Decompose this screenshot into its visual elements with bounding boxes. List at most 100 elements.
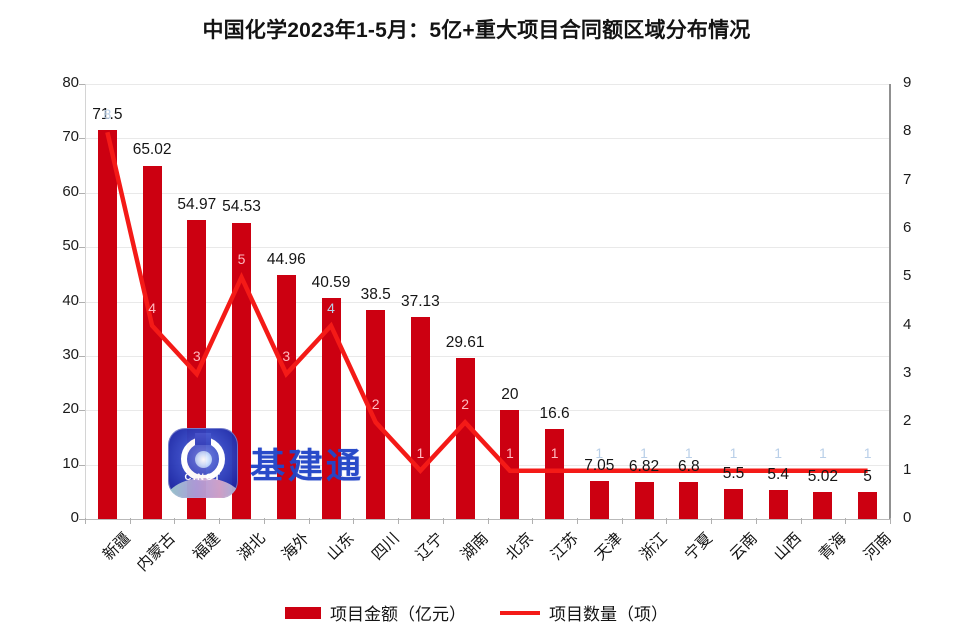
bar-value-label: 40.59 (311, 274, 351, 292)
bar-天津[interactable] (589, 480, 609, 519)
gridline (85, 355, 890, 357)
legend-line-swatch-icon (500, 610, 540, 615)
x-axis-tick-mark (353, 518, 355, 524)
legend-item-count[interactable]: 项目数量（项） (500, 600, 668, 625)
y-axis-left-tick-label: 70 (62, 128, 79, 146)
chart-title: 中国化学2023年1-5月：5亿+重大项目合同额区域分布情况 (202, 19, 751, 42)
x-axis-tick-mark (845, 518, 847, 524)
bar-山西[interactable] (768, 489, 788, 519)
x-axis-label-浙江: 浙江 (636, 529, 671, 564)
bar-河南[interactable] (858, 491, 878, 519)
line-point-label: 2 (371, 396, 380, 413)
line-point-label: 2 (461, 396, 469, 413)
y-axis-left-tick-label: 0 (70, 509, 79, 526)
x-axis-label-四川: 四川 (368, 529, 403, 564)
x-axis-tick-mark (308, 518, 310, 524)
x-axis-tick-mark (85, 518, 86, 524)
y-axis-left-tick-label: 50 (62, 237, 79, 255)
gridline (85, 301, 890, 303)
y-axis-left-tick-label: 80 (62, 74, 79, 91)
y-axis-left-tick-label: 10 (62, 454, 79, 472)
x-axis-label-宁夏: 宁夏 (681, 529, 716, 564)
x-axis-tick-mark (800, 518, 802, 524)
bar-北京[interactable] (500, 410, 520, 519)
line-point-label: 1 (863, 444, 872, 461)
bar-四川[interactable] (366, 309, 386, 519)
bar-value-label: 5 (863, 467, 872, 485)
y-axis-left-tick-mark (79, 138, 85, 140)
line-point-label: 3 (192, 348, 201, 364)
legend-label-amount: 项目金额（亿元） (330, 605, 466, 624)
y-axis-right-tick-label: 0 (903, 509, 912, 526)
gridline (85, 138, 890, 140)
bar-云南[interactable] (724, 489, 743, 519)
line-point-label: 1 (595, 444, 604, 461)
bar-浙江[interactable] (634, 481, 654, 519)
line-point-label: 1 (774, 444, 783, 461)
x-axis-tick-mark (487, 518, 489, 524)
gridline (85, 410, 890, 412)
y-axis-left-tick-label: 20 (62, 400, 79, 418)
legend-bar-swatch-icon (285, 606, 321, 619)
bar-青海[interactable] (813, 491, 833, 519)
x-axis-label-天津: 天津 (592, 529, 627, 564)
line-point-label: 1 (505, 444, 514, 461)
y-axis-left-tick-mark (79, 192, 85, 194)
bar-value-label: 5.02 (807, 467, 838, 485)
line-series-path (105, 131, 868, 475)
line-point-label: 3 (282, 348, 291, 364)
y-axis-left-tick-label: 40 (62, 291, 79, 309)
y-axis-right-tick-label: 5 (903, 267, 912, 285)
x-axis-label-江苏: 江苏 (547, 529, 582, 564)
bar-湖南[interactable] (455, 358, 475, 519)
y-axis-right-tick-label: 1 (903, 460, 912, 478)
value-labels-layer: 71.5 65.02 54.97 54.53 44.96 40.59 38.5 37.13 29… (85, 84, 890, 519)
y-axis-left-tick-mark (79, 464, 85, 466)
y-axis-right-tick-label: 9 (903, 74, 912, 91)
y-axis-left-tick-mark (79, 247, 85, 249)
y-axis-right-tick-label: 7 (903, 170, 912, 188)
y-axis-left-tick-label: 30 (62, 345, 79, 363)
bar-value-label: 16.6 (539, 404, 570, 422)
x-axis-labels: 新疆 内蒙古 福建 湖北 海外 山东 四川 辽宁 湖南 北京 江苏 天津 浙江 宁夏 云南 山西 青海 河南 (85, 518, 894, 593)
x-axis-tick-mark (890, 518, 891, 524)
plot-area: 71.5 65.02 54.97 54.53 44.96 40.59 38.5 37.13 29… (85, 84, 891, 520)
chart-legend: 项目金额（亿元） 项目数量（项） (0, 600, 953, 625)
x-axis-label-新疆: 新疆 (100, 529, 135, 564)
x-axis-label-云南: 云南 (726, 529, 761, 564)
x-axis-tick-mark (263, 518, 265, 524)
x-axis-label-青海: 青海 (815, 529, 850, 564)
bar-value-label: 6.8 (678, 458, 700, 476)
bar-新疆[interactable] (97, 130, 117, 519)
bar-value-label: 71.5 (92, 106, 123, 124)
x-axis-label-湖南: 湖南 (457, 529, 492, 564)
bar-宁夏[interactable] (679, 482, 699, 519)
bar-内蒙古[interactable] (142, 165, 162, 519)
gridline (85, 84, 890, 85)
bar-海外[interactable] (276, 274, 296, 519)
line-point-label: 4 (148, 299, 156, 316)
line-point-label: 1 (729, 444, 738, 461)
bar-山东[interactable] (321, 298, 341, 519)
x-axis-label-湖北: 湖北 (234, 529, 269, 564)
y-axis-left-tick-mark (79, 84, 85, 85)
legend-item-amount[interactable]: 项目金额（亿元） (285, 600, 466, 625)
gridline (85, 247, 890, 249)
line-point-label: 1 (550, 444, 559, 461)
x-axis-tick-mark (398, 518, 400, 524)
bar-value-label: 37.13 (400, 293, 440, 311)
line-point-label: 8 (103, 106, 112, 123)
line-point-label: 1 (818, 444, 827, 461)
line-point-label: 5 (237, 251, 246, 268)
y-axis-left-tick-mark (79, 519, 85, 520)
bars-layer (85, 84, 890, 519)
y-axis-right-line (889, 84, 891, 519)
x-axis-label-内蒙古: 内蒙古 (134, 529, 179, 575)
bar-江苏[interactable] (545, 428, 565, 519)
bar-value-label: 44.96 (266, 250, 306, 268)
x-axis-tick-mark (666, 518, 668, 524)
y-axis-right-tick-label: 8 (903, 122, 912, 140)
x-axis-label-北京: 北京 (502, 529, 537, 564)
y-axis-right-tick-label: 6 (903, 219, 912, 236)
